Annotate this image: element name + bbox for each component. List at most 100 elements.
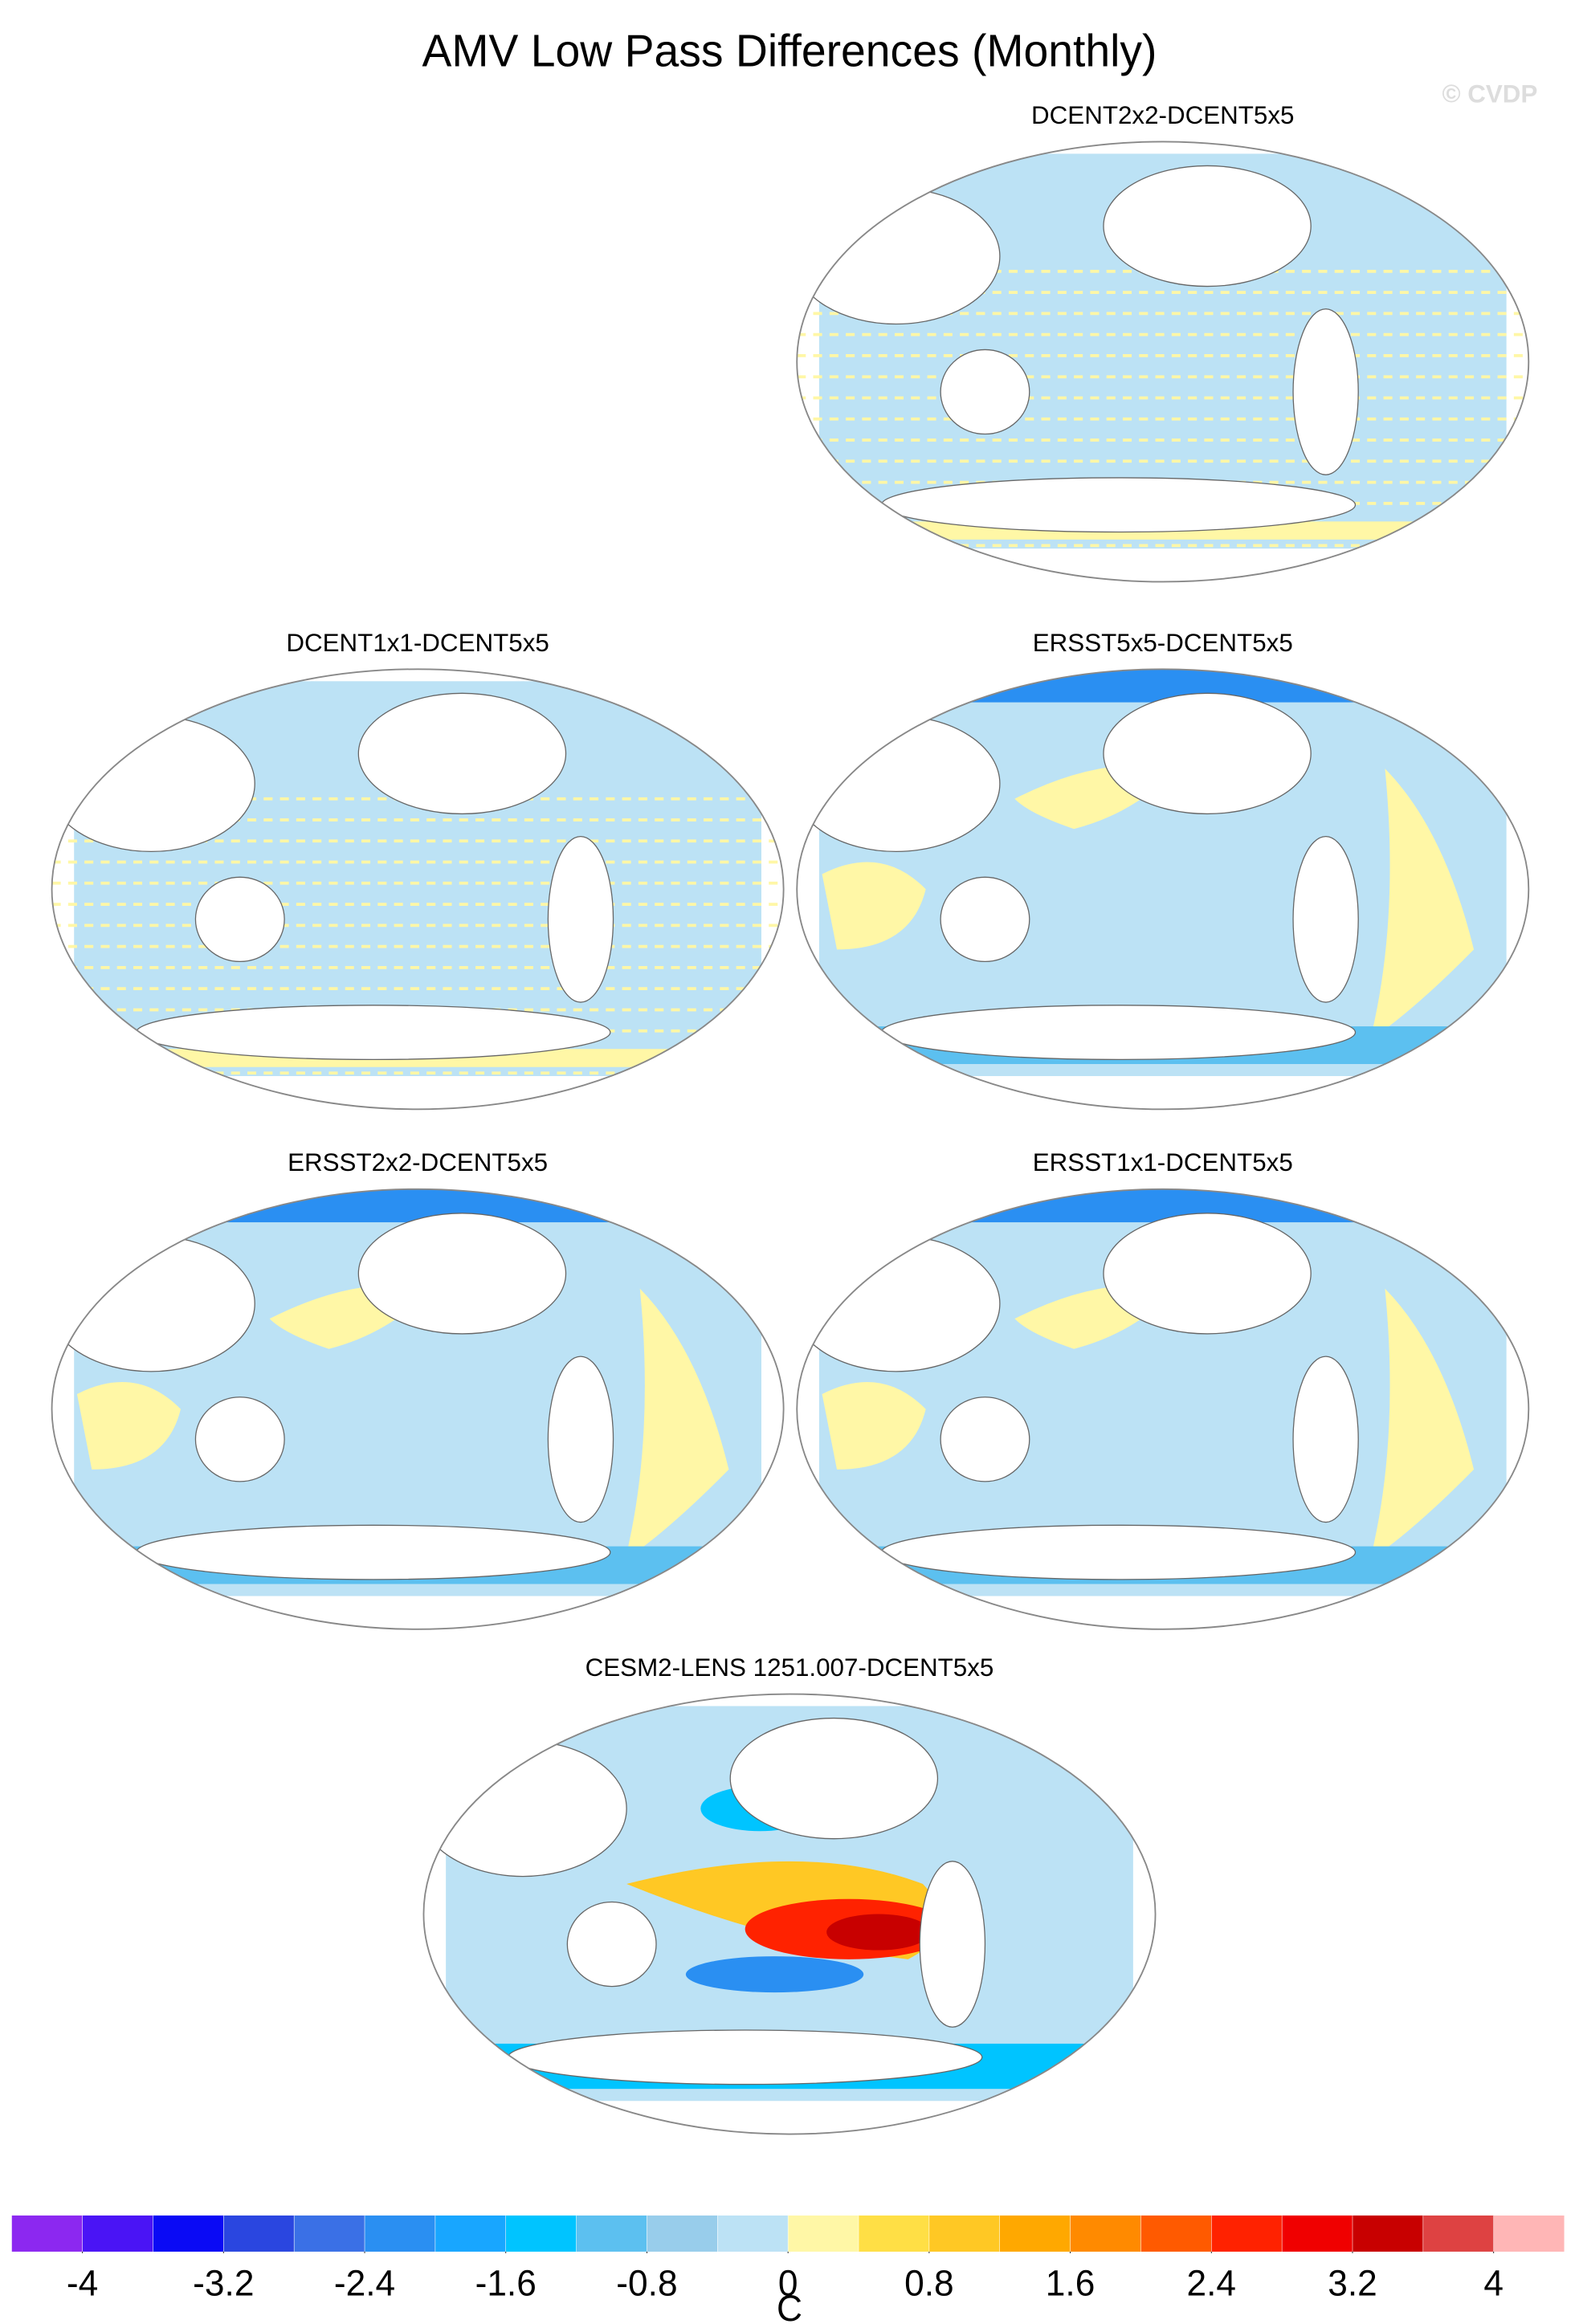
land: [136, 1005, 611, 1061]
map-panel: ERSST2x2-DCENT5x5: [51, 1148, 785, 1630]
land: [51, 1235, 255, 1372]
warm-patch: [822, 1382, 926, 1470]
land: [357, 1213, 567, 1335]
warm-patch: [1369, 1288, 1475, 1560]
maps: DCENT2x2-DCENT5x5 DCENT1x1-DCENT5x5 ERSST5…: [51, 100, 1530, 2135]
map-border: [796, 668, 1530, 1111]
land: [880, 1005, 1357, 1061]
map-field: [797, 669, 1529, 1077]
x-tick-label: 0: [778, 2264, 798, 2303]
x-tick-label: -2.4: [334, 2264, 395, 2303]
colorbar: -4 -3.2 -2.4 -1.6 -0.8 0 0.8 1.6 2.4 3.2 4: [11, 2215, 1565, 2303]
map-panel: ERSST5x5-DCENT5x5: [796, 628, 1530, 1111]
x-tick-label: -1.6: [475, 2264, 537, 2303]
land: [1103, 1213, 1312, 1335]
warm-patch: [822, 862, 926, 950]
x-tick-label: 1.6: [1046, 2264, 1096, 2303]
panel-title: DCENT1x1-DCENT5x5: [286, 628, 549, 657]
map-panel: ERSST1x1-DCENT5x5: [796, 1148, 1530, 1630]
cool-patch: [685, 1956, 864, 1993]
land: [1103, 165, 1312, 287]
color-box: [1493, 2215, 1565, 2252]
land: [919, 1861, 986, 2028]
land: [1292, 835, 1359, 1003]
map-field: [797, 1189, 1529, 1596]
land: [880, 1524, 1357, 1580]
land: [357, 692, 567, 815]
map-field: [51, 681, 784, 1077]
x-tick-label: 4: [1483, 2264, 1504, 2303]
color-box: [1070, 2215, 1141, 2252]
panel-title: ERSST5x5-DCENT5x5: [1033, 628, 1293, 657]
warm-patch: [1369, 769, 1475, 1040]
land: [547, 835, 614, 1003]
map-panel: CESM2-LENS 1251.007-DCENT5x5: [422, 1653, 1157, 2135]
x-tick-label: -0.8: [616, 2264, 677, 2303]
color-box: [1352, 2215, 1423, 2252]
x-tick-label: -3.2: [193, 2264, 254, 2303]
color-box: [859, 2215, 929, 2252]
color-box: [717, 2215, 789, 2252]
color-box: [1422, 2215, 1494, 2252]
color-box: [294, 2215, 365, 2252]
color-box: [365, 2215, 435, 2252]
color-box: [435, 2215, 506, 2252]
map-border: [796, 1188, 1530, 1630]
map-border: [796, 141, 1530, 583]
panel-title: CESM2-LENS 1251.007-DCENT5x5: [585, 1653, 994, 1682]
enso-core: [826, 1914, 931, 1951]
map-panel: DCENT2x2-DCENT5x5: [796, 100, 1530, 583]
map-field: [51, 1189, 784, 1596]
map-field: [797, 153, 1529, 549]
land: [136, 1524, 611, 1580]
land: [194, 1396, 285, 1482]
color-box: [505, 2215, 577, 2252]
color-box: [788, 2215, 859, 2252]
figure-title: AMV Low Pass Differences (Monthly): [422, 25, 1157, 76]
land: [797, 715, 1001, 853]
land: [940, 1396, 1030, 1482]
panel-title: DCENT2x2-DCENT5x5: [1031, 100, 1294, 129]
map-border: [51, 1188, 785, 1630]
warm-patch: [76, 1382, 182, 1470]
watermark: © CVDP: [1442, 79, 1537, 108]
land: [423, 1740, 627, 1878]
land: [729, 1717, 939, 1840]
land: [940, 876, 1030, 963]
map-field: [423, 1706, 1156, 2102]
colorbar-units: C: [777, 2289, 802, 2324]
color-box: [1211, 2215, 1283, 2252]
color-box: [11, 2215, 83, 2252]
arctic: [955, 1189, 1370, 1223]
panel-title: ERSST1x1-DCENT5x5: [1033, 1148, 1293, 1176]
land: [797, 1235, 1001, 1372]
map-border: [51, 668, 785, 1111]
x-tick-label: -4: [67, 2264, 98, 2303]
x-tick-label: 3.2: [1328, 2264, 1377, 2303]
x-tick-label: 0.8: [904, 2264, 954, 2303]
arctic: [955, 669, 1370, 703]
color-box: [223, 2215, 295, 2252]
panel-title: ERSST2x2-DCENT5x5: [288, 1148, 548, 1176]
x-tick-label: 2.4: [1187, 2264, 1237, 2303]
map-border: [422, 1693, 1157, 2135]
color-box: [1140, 2215, 1212, 2252]
land: [1292, 308, 1359, 475]
land: [51, 715, 255, 853]
arctic: [210, 1189, 626, 1223]
land: [1103, 692, 1312, 815]
color-box: [647, 2215, 718, 2252]
land: [194, 876, 285, 963]
map-panel: DCENT1x1-DCENT5x5: [51, 628, 785, 1111]
color-box: [82, 2215, 153, 2252]
color-box: [999, 2215, 1071, 2252]
land: [507, 2029, 983, 2085]
land: [547, 1356, 614, 1523]
land: [797, 187, 1001, 325]
color-box: [1282, 2215, 1353, 2252]
land: [566, 1901, 657, 1988]
color-box: [928, 2215, 1000, 2252]
land: [880, 477, 1357, 533]
color-box: [576, 2215, 647, 2252]
